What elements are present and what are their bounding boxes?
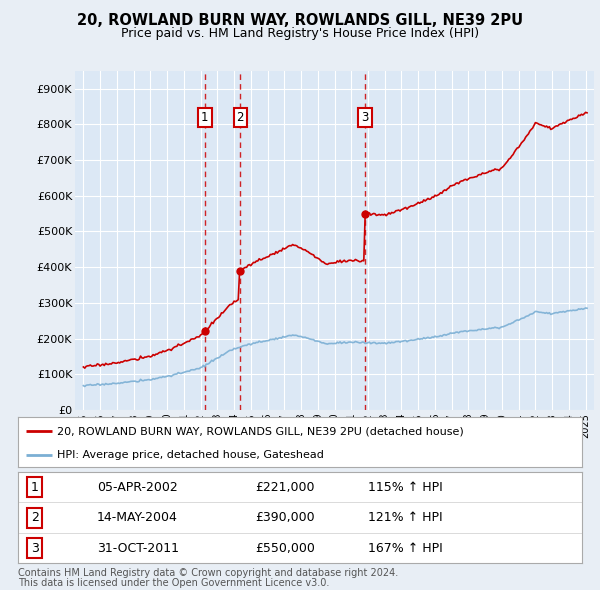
Text: 3: 3 bbox=[31, 542, 39, 555]
Text: £390,000: £390,000 bbox=[255, 511, 314, 525]
Text: 167% ↑ HPI: 167% ↑ HPI bbox=[368, 542, 442, 555]
Text: 3: 3 bbox=[361, 111, 369, 124]
Text: 1: 1 bbox=[31, 481, 39, 494]
Text: 05-APR-2002: 05-APR-2002 bbox=[97, 481, 178, 494]
Text: £550,000: £550,000 bbox=[255, 542, 315, 555]
Text: 20, ROWLAND BURN WAY, ROWLANDS GILL, NE39 2PU: 20, ROWLAND BURN WAY, ROWLANDS GILL, NE3… bbox=[77, 13, 523, 28]
Text: £221,000: £221,000 bbox=[255, 481, 314, 494]
Text: 2: 2 bbox=[236, 111, 244, 124]
Text: Contains HM Land Registry data © Crown copyright and database right 2024.: Contains HM Land Registry data © Crown c… bbox=[18, 568, 398, 578]
Text: HPI: Average price, detached house, Gateshead: HPI: Average price, detached house, Gate… bbox=[58, 450, 325, 460]
Text: 121% ↑ HPI: 121% ↑ HPI bbox=[368, 511, 442, 525]
Text: 20, ROWLAND BURN WAY, ROWLANDS GILL, NE39 2PU (detached house): 20, ROWLAND BURN WAY, ROWLANDS GILL, NE3… bbox=[58, 426, 464, 436]
Text: 1: 1 bbox=[201, 111, 209, 124]
Text: 2: 2 bbox=[31, 511, 39, 525]
Text: This data is licensed under the Open Government Licence v3.0.: This data is licensed under the Open Gov… bbox=[18, 578, 329, 588]
Text: 14-MAY-2004: 14-MAY-2004 bbox=[97, 511, 178, 525]
Text: 31-OCT-2011: 31-OCT-2011 bbox=[97, 542, 179, 555]
Text: 115% ↑ HPI: 115% ↑ HPI bbox=[368, 481, 442, 494]
Text: Price paid vs. HM Land Registry's House Price Index (HPI): Price paid vs. HM Land Registry's House … bbox=[121, 27, 479, 40]
